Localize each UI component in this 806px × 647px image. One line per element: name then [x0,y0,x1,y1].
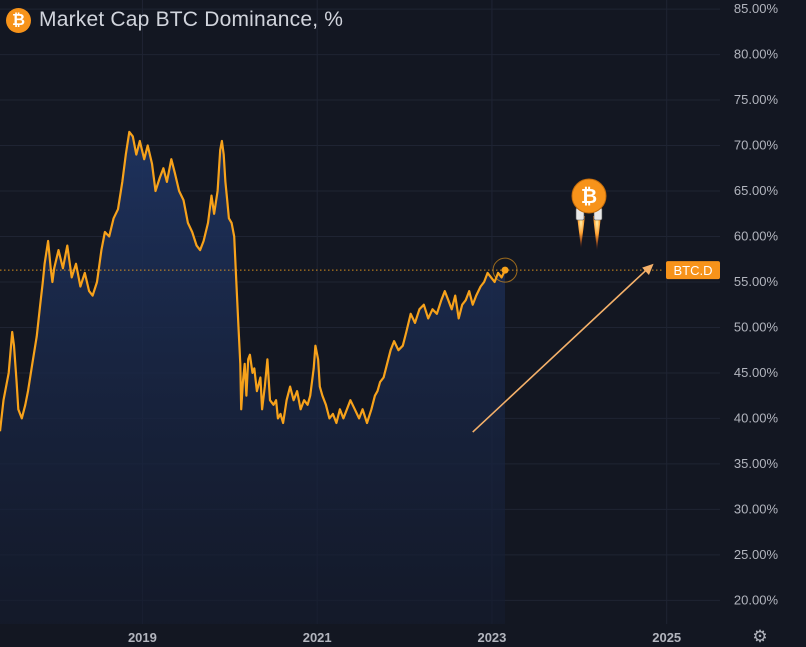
y-tick-label: 35.00% [734,456,779,471]
line-layer [0,130,506,432]
rocket-flame-right [593,216,601,250]
rocket-coin-glyph: ₿ [581,184,597,208]
y-tick-label: 50.00% [734,319,779,334]
chart-title: Market Cap BTC Dominance, % [39,8,344,31]
y-tick-label: 55.00% [734,274,779,289]
y-tick-label: 60.00% [734,229,779,244]
axis-layer: 85.00% 80.00% 75.00% 70.00% 65.00% 60.00% 55.0… [128,1,778,645]
last-point-halo [492,257,518,283]
y-tick-label: 45.00% [734,365,779,380]
y-tick-label: 30.00% [734,501,779,516]
rocket-icon: ₿ [571,178,607,250]
y-tick-label: 75.00% [734,92,779,107]
rocket-coin [571,178,607,214]
y-tick-label: 40.00% [734,410,779,425]
trend-arrow-line [472,268,649,433]
chart-header: ₿ Market Cap BTC Dominance, % [6,6,343,34]
y-tick-label: 85.00% [734,1,779,16]
y-tick-label: 20.00% [734,592,779,607]
x-tick-label: 2025 [652,630,681,645]
price-tag [666,261,720,280]
gear-icon[interactable]: ⚙ [752,627,768,647]
price-tag-label: BTC.D [674,263,713,278]
x-tick-label: 2019 [128,630,157,645]
series-line [0,130,506,432]
bitcoin-icon: ₿ [6,7,31,33]
trend-arrow-head [642,263,654,275]
last-point-marker [501,266,509,274]
rocket-flame-left [577,216,585,248]
series-area [0,131,505,624]
y-tick-label: 65.00% [734,183,779,198]
y-tick-label: 70.00% [734,138,779,153]
y-tick-label: 80.00% [734,47,779,62]
x-tick-label: 2021 [303,630,332,645]
overlay-layer: ₿ BTC.D [0,178,720,433]
area-layer [0,131,505,624]
x-tick-label: 2023 [477,630,506,645]
y-tick-label: 25.00% [734,547,779,562]
